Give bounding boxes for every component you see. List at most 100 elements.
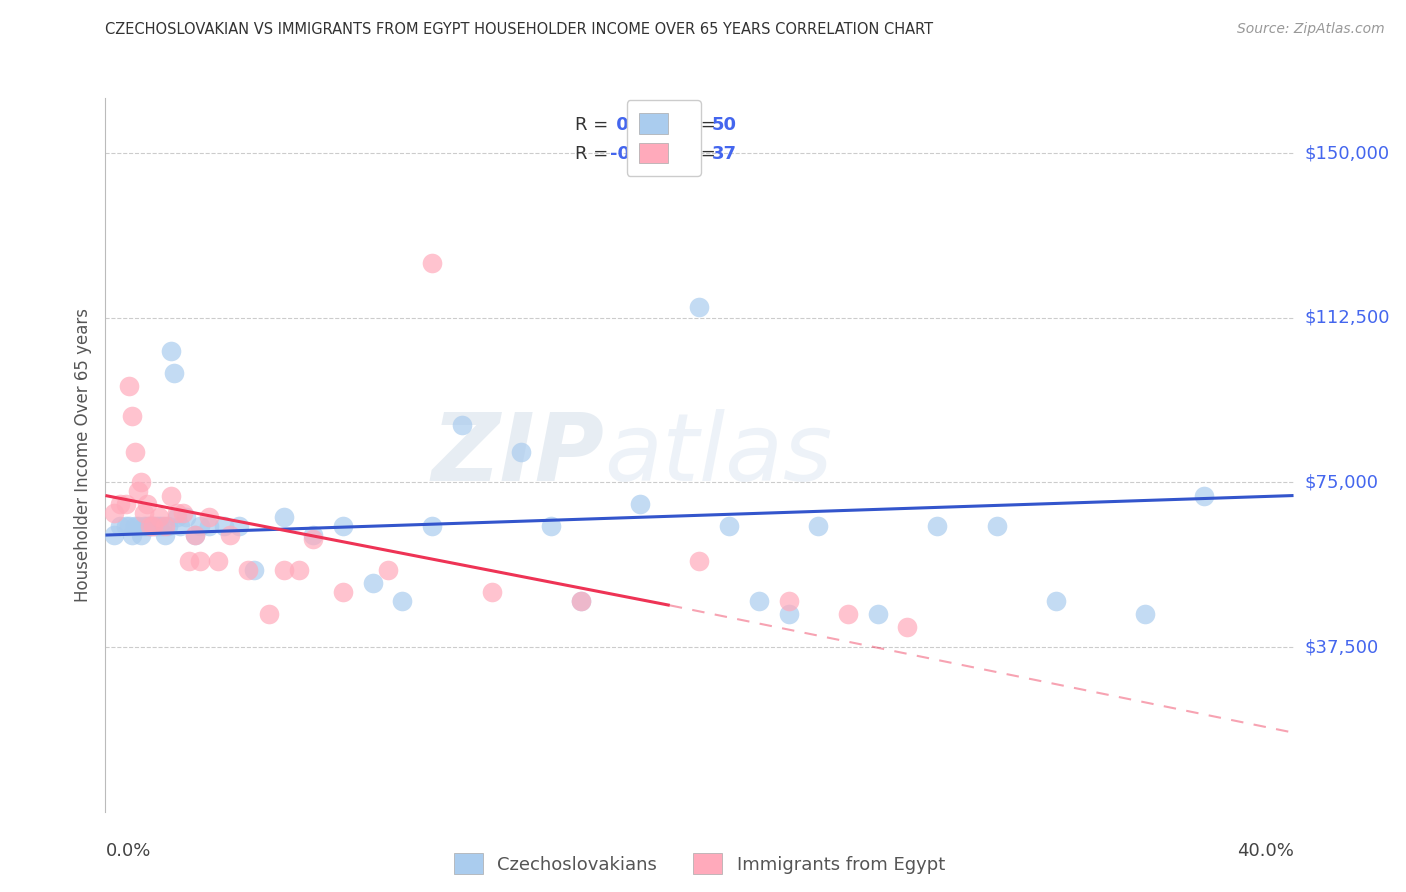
- Point: [198, 510, 221, 524]
- Text: $37,500: $37,500: [1305, 638, 1379, 656]
- Point: [450, 418, 472, 433]
- Point: [166, 506, 188, 520]
- Point: [420, 256, 443, 270]
- Point: [132, 506, 155, 520]
- Point: [103, 506, 125, 520]
- Point: [896, 620, 918, 634]
- Point: [156, 519, 179, 533]
- Text: R =: R =: [575, 145, 614, 162]
- Text: 40.0%: 40.0%: [1237, 842, 1294, 860]
- Point: [183, 528, 205, 542]
- Point: [198, 519, 221, 533]
- Point: [236, 563, 259, 577]
- Point: [273, 510, 295, 524]
- Point: [1194, 489, 1216, 503]
- Point: [569, 594, 592, 608]
- Point: [927, 519, 949, 533]
- Point: [163, 366, 186, 380]
- Point: [127, 484, 149, 499]
- Point: [302, 528, 325, 542]
- Text: 37: 37: [711, 145, 737, 162]
- Text: atlas: atlas: [605, 409, 832, 500]
- Point: [837, 607, 859, 621]
- Point: [302, 533, 325, 547]
- Point: [1133, 607, 1156, 621]
- Point: [136, 497, 159, 511]
- Point: [121, 409, 143, 424]
- Point: [139, 519, 162, 533]
- Text: 50: 50: [711, 116, 737, 134]
- Text: $112,500: $112,500: [1305, 309, 1391, 326]
- Point: [190, 519, 212, 533]
- Point: [132, 519, 155, 533]
- Point: [481, 585, 503, 599]
- Point: [689, 300, 711, 314]
- Legend: Czechoslovakians, Immigrants from Egypt: Czechoslovakians, Immigrants from Egypt: [447, 846, 952, 881]
- Text: $150,000: $150,000: [1305, 144, 1389, 162]
- Point: [169, 519, 191, 533]
- Point: [115, 497, 138, 511]
- Point: [153, 528, 176, 542]
- Point: [110, 519, 132, 533]
- Text: CZECHOSLOVAKIAN VS IMMIGRANTS FROM EGYPT HOUSEHOLDER INCOME OVER 65 YEARS CORREL: CZECHOSLOVAKIAN VS IMMIGRANTS FROM EGYPT…: [105, 22, 934, 37]
- Point: [110, 497, 132, 511]
- Point: [287, 563, 309, 577]
- Point: [121, 528, 143, 542]
- Point: [207, 554, 229, 568]
- Text: 0.0%: 0.0%: [105, 842, 150, 860]
- Text: $75,000: $75,000: [1305, 474, 1379, 491]
- Point: [159, 489, 181, 503]
- Point: [1045, 594, 1067, 608]
- Point: [540, 519, 562, 533]
- Text: R =: R =: [575, 116, 614, 134]
- Point: [866, 607, 889, 621]
- Point: [243, 563, 266, 577]
- Text: N =: N =: [669, 116, 721, 134]
- Point: [332, 585, 354, 599]
- Point: [142, 519, 165, 533]
- Point: [273, 563, 295, 577]
- Point: [136, 519, 159, 533]
- Point: [807, 519, 830, 533]
- Point: [174, 510, 197, 524]
- Point: [153, 519, 176, 533]
- Point: [148, 510, 170, 524]
- Point: [778, 594, 800, 608]
- Text: 0.078: 0.078: [610, 116, 673, 134]
- Point: [150, 519, 173, 533]
- Point: [228, 519, 250, 533]
- Point: [142, 519, 165, 533]
- Point: [166, 510, 188, 524]
- Point: [778, 607, 800, 621]
- Point: [219, 528, 242, 542]
- Point: [118, 519, 141, 533]
- Point: [183, 528, 205, 542]
- Point: [118, 378, 141, 392]
- Point: [214, 519, 236, 533]
- Point: [172, 506, 194, 520]
- Point: [986, 519, 1008, 533]
- Point: [628, 497, 651, 511]
- Point: [129, 475, 152, 490]
- Point: [127, 519, 149, 533]
- Point: [332, 519, 354, 533]
- Point: [190, 554, 212, 568]
- Point: [689, 554, 711, 568]
- Y-axis label: Householder Income Over 65 years: Householder Income Over 65 years: [73, 308, 91, 602]
- Point: [718, 519, 741, 533]
- Point: [748, 594, 770, 608]
- Point: [145, 519, 167, 533]
- Point: [377, 563, 399, 577]
- Point: [159, 343, 181, 358]
- Point: [391, 594, 413, 608]
- Text: Source: ZipAtlas.com: Source: ZipAtlas.com: [1237, 22, 1385, 37]
- Point: [420, 519, 443, 533]
- Text: -0.305: -0.305: [610, 145, 675, 162]
- Point: [139, 519, 162, 533]
- Text: ZIP: ZIP: [432, 409, 605, 501]
- Text: N =: N =: [669, 145, 721, 162]
- Point: [148, 519, 170, 533]
- Point: [129, 528, 152, 542]
- Point: [569, 594, 592, 608]
- Point: [103, 528, 125, 542]
